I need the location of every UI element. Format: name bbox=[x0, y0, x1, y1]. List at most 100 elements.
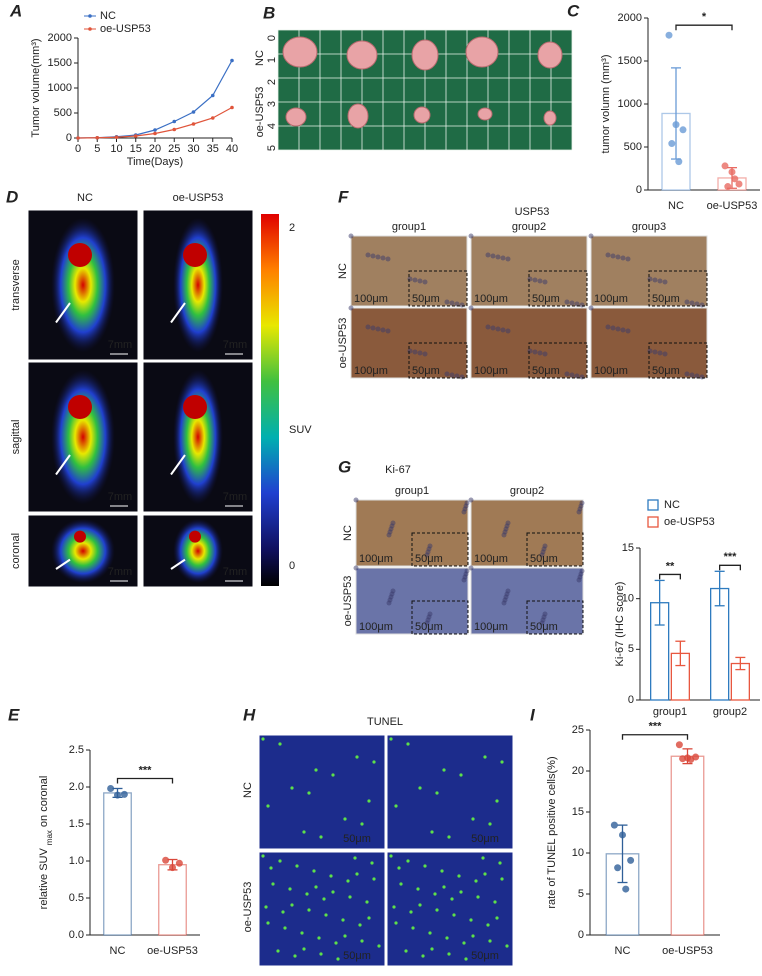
inset bbox=[526, 532, 584, 567]
significance-bracket bbox=[621, 734, 689, 740]
cell bbox=[407, 348, 413, 354]
scale-label: 7mm bbox=[108, 339, 132, 351]
bar bbox=[103, 792, 132, 936]
cell bbox=[662, 351, 668, 357]
y-axis-label: Tumor volume(mm³) bbox=[30, 38, 42, 137]
column-label: NC bbox=[77, 192, 93, 204]
tunel-dot bbox=[343, 934, 347, 938]
tunel-dot bbox=[269, 866, 273, 870]
tunel-dot bbox=[459, 773, 463, 777]
significance-bracket bbox=[116, 777, 174, 784]
tunel-dot bbox=[372, 760, 376, 764]
pet-hotspot bbox=[74, 530, 86, 543]
point bbox=[172, 119, 177, 124]
tunel-dot bbox=[360, 939, 364, 943]
tunel-dot bbox=[358, 923, 362, 927]
cell bbox=[380, 327, 386, 333]
data-point bbox=[169, 864, 176, 872]
cell bbox=[505, 328, 511, 334]
point bbox=[210, 93, 215, 98]
cell bbox=[569, 300, 575, 306]
bar bbox=[158, 864, 187, 936]
tunel-dot bbox=[334, 941, 338, 945]
row-label: NC bbox=[337, 263, 349, 279]
cell bbox=[539, 552, 545, 558]
cell bbox=[662, 279, 668, 285]
cell bbox=[652, 277, 658, 283]
cell bbox=[605, 324, 611, 330]
tunel-dot bbox=[281, 910, 285, 914]
cell bbox=[459, 374, 465, 380]
cell bbox=[424, 620, 430, 626]
data-point bbox=[728, 168, 736, 176]
tunel-dot bbox=[266, 921, 270, 925]
tumor bbox=[477, 107, 493, 121]
row-label: oe-USP53 bbox=[242, 882, 254, 933]
y-tick-label: 5 bbox=[628, 643, 634, 655]
cell bbox=[694, 373, 700, 379]
data-point bbox=[668, 140, 676, 148]
cell bbox=[500, 255, 506, 261]
legend-marker bbox=[88, 27, 92, 31]
scale-label: 50μm bbox=[415, 621, 443, 633]
scale-label: 50μm bbox=[652, 293, 680, 305]
scale-label: 50μm bbox=[532, 293, 560, 305]
tunel-dot bbox=[450, 897, 454, 901]
tunel-dot bbox=[488, 939, 492, 943]
y-tick-label: 25 bbox=[572, 724, 584, 736]
tunel-dot bbox=[406, 742, 410, 746]
x-tick-label: 5 bbox=[94, 143, 100, 155]
scale-label: 50μm bbox=[412, 293, 440, 305]
pet-hotspot bbox=[68, 243, 92, 267]
pet-signal bbox=[51, 518, 115, 584]
data-point bbox=[614, 864, 622, 872]
tunel-dot bbox=[314, 885, 318, 889]
tunel-dot bbox=[428, 931, 432, 935]
cell bbox=[375, 254, 381, 260]
row-label: oe-USP53 bbox=[337, 318, 349, 369]
point bbox=[230, 58, 234, 63]
panel-letter: B bbox=[263, 3, 275, 22]
legend-label: NC bbox=[100, 10, 116, 22]
tunel-dot bbox=[300, 931, 304, 935]
tunel-dot bbox=[409, 910, 413, 914]
tunel-dot bbox=[389, 854, 393, 858]
data-point bbox=[162, 856, 170, 864]
pet-hotspot bbox=[189, 530, 201, 543]
cell bbox=[444, 299, 450, 305]
data-point bbox=[627, 856, 635, 864]
scale-label: 100μm bbox=[474, 621, 508, 633]
cell bbox=[501, 532, 507, 538]
panel-letter: F bbox=[338, 187, 349, 206]
tunel-dot bbox=[483, 872, 487, 876]
pet-signal bbox=[173, 369, 223, 505]
legend-label: oe-USP53 bbox=[100, 23, 151, 35]
tunel-dot bbox=[302, 947, 306, 951]
tunel-dot bbox=[397, 866, 401, 870]
y-axis-label-sub: max bbox=[45, 830, 54, 845]
ruler-label: 1 bbox=[266, 57, 278, 63]
scale-label: 50μm bbox=[652, 365, 680, 377]
tunel-image bbox=[258, 734, 386, 850]
tumor bbox=[465, 36, 499, 68]
data-point bbox=[731, 175, 739, 183]
tunel-dot bbox=[302, 830, 306, 834]
tunel-dot bbox=[411, 926, 415, 930]
tunel-dot bbox=[295, 864, 299, 868]
tunel-dot bbox=[430, 947, 434, 951]
column-label: group2 bbox=[510, 485, 544, 497]
tunel-dot bbox=[471, 934, 475, 938]
scale-label: 50μm bbox=[530, 553, 558, 565]
y-axis-label: Ki-67 (IHC score) bbox=[614, 582, 626, 667]
cell bbox=[454, 301, 460, 307]
tunel-dot bbox=[476, 895, 480, 899]
cell bbox=[620, 255, 626, 261]
scale-label: 7mm bbox=[108, 491, 132, 503]
scale-label: 100μm bbox=[474, 293, 508, 305]
point bbox=[153, 131, 157, 136]
x-tick-label: NC bbox=[668, 200, 684, 212]
significance-bracket bbox=[675, 24, 733, 31]
tunel-dot bbox=[290, 903, 294, 907]
scale-label: 50μm bbox=[532, 365, 560, 377]
x-tick-label: 25 bbox=[168, 143, 180, 155]
